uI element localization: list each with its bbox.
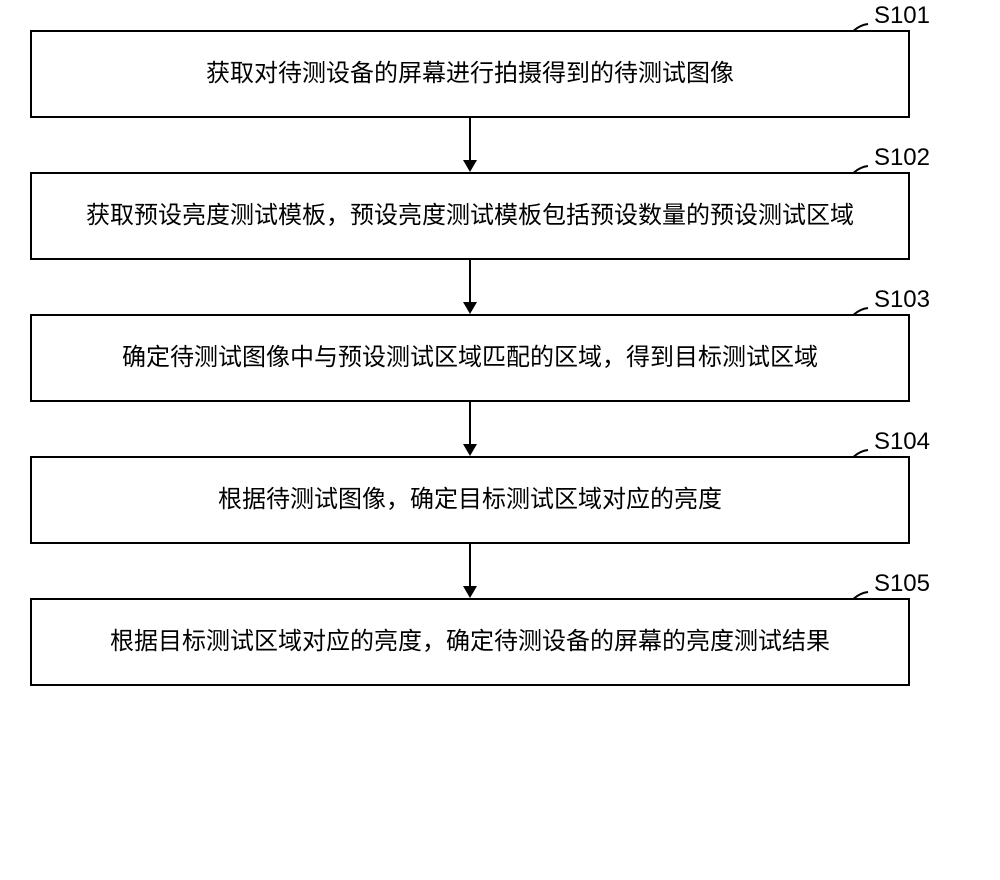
step-s103: S103 确定待测试图像中与预设测试区域匹配的区域，得到目标测试区域: [30, 314, 970, 402]
arrow-2-3: [30, 260, 910, 314]
step-label-s105: S105: [874, 570, 930, 598]
step-text-s104: 根据待测试图像，确定目标测试区域对应的亮度: [218, 482, 722, 518]
step-s104: S104 根据待测试图像，确定目标测试区域对应的亮度: [30, 456, 970, 544]
step-s101: S101 获取对待测设备的屏幕进行拍摄得到的待测试图像: [30, 30, 970, 118]
step-text-s103: 确定待测试图像中与预设测试区域匹配的区域，得到目标测试区域: [122, 340, 818, 376]
arrow-1-2: [30, 118, 910, 172]
step-text-s102: 获取预设亮度测试模板，预设亮度测试模板包括预设数量的预设测试区域: [86, 198, 854, 234]
step-s102: S102 获取预设亮度测试模板，预设亮度测试模板包括预设数量的预设测试区域: [30, 172, 970, 260]
step-label-s103: S103: [874, 286, 930, 314]
step-box-s104: 根据待测试图像，确定目标测试区域对应的亮度: [30, 456, 910, 544]
step-label-s101: S101: [874, 2, 930, 30]
step-label-s102: S102: [874, 144, 930, 172]
step-box-s102: 获取预设亮度测试模板，预设亮度测试模板包括预设数量的预设测试区域: [30, 172, 910, 260]
flowchart-container: S101 获取对待测设备的屏幕进行拍摄得到的待测试图像 S102 获取预设亮度测…: [30, 30, 970, 686]
step-box-s105: 根据目标测试区域对应的亮度，确定待测设备的屏幕的亮度测试结果: [30, 598, 910, 686]
arrow-3-4: [30, 402, 910, 456]
step-s105: S105 根据目标测试区域对应的亮度，确定待测设备的屏幕的亮度测试结果: [30, 598, 970, 686]
step-box-s101: 获取对待测设备的屏幕进行拍摄得到的待测试图像: [30, 30, 910, 118]
step-text-s105: 根据目标测试区域对应的亮度，确定待测设备的屏幕的亮度测试结果: [110, 624, 830, 660]
step-label-s104: S104: [874, 428, 930, 456]
step-text-s101: 获取对待测设备的屏幕进行拍摄得到的待测试图像: [206, 56, 734, 92]
arrow-4-5: [30, 544, 910, 598]
step-box-s103: 确定待测试图像中与预设测试区域匹配的区域，得到目标测试区域: [30, 314, 910, 402]
